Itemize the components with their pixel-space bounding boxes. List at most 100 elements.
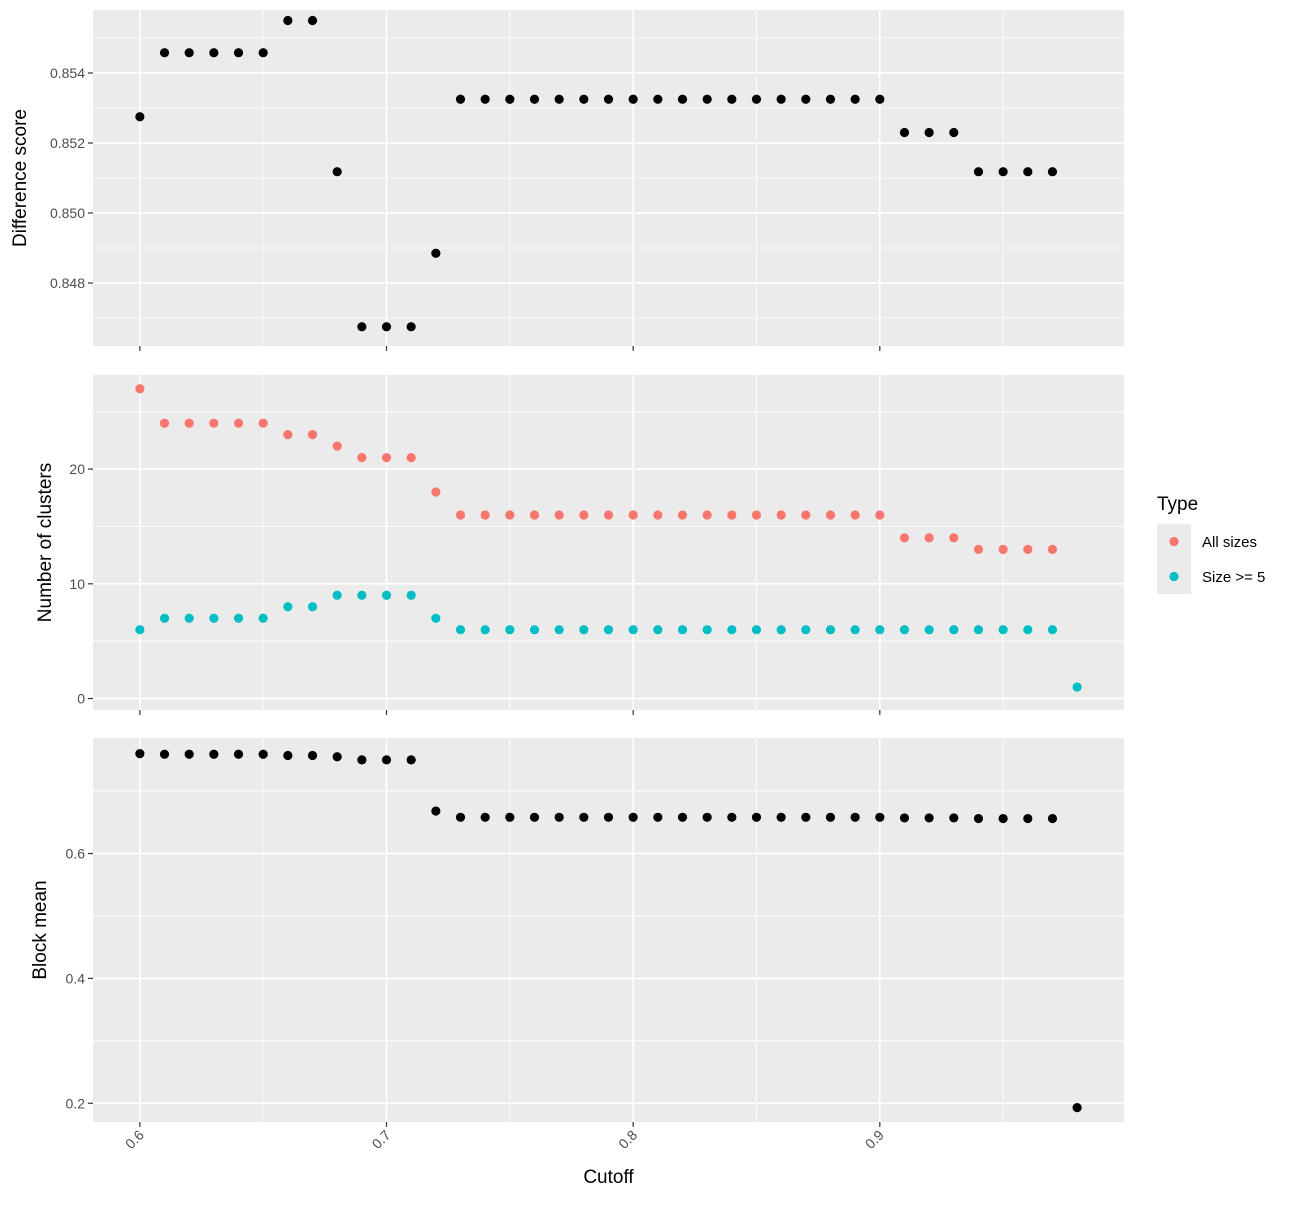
data-point xyxy=(579,510,589,520)
data-point xyxy=(727,625,737,635)
data-point xyxy=(455,812,466,822)
data-point xyxy=(406,755,416,765)
data-point xyxy=(184,613,194,623)
data-point xyxy=(431,806,441,816)
data-point xyxy=(258,48,268,58)
data-point xyxy=(455,625,466,635)
data-point xyxy=(751,510,762,520)
data-point xyxy=(258,749,268,759)
legend: Type All sizes Size >= 5 xyxy=(1157,494,1265,594)
data-point xyxy=(628,94,638,104)
data-point xyxy=(381,590,392,600)
data-point xyxy=(480,94,490,104)
data-point xyxy=(505,812,515,822)
data-point xyxy=(751,625,762,635)
data-point xyxy=(949,533,959,543)
data-point xyxy=(998,544,1008,554)
data-point xyxy=(357,590,367,600)
data-point xyxy=(949,813,959,823)
data-point xyxy=(159,749,170,759)
y-tick-label: 10 xyxy=(69,576,85,592)
data-point xyxy=(431,487,441,497)
data-point xyxy=(184,749,194,759)
data-point xyxy=(406,322,416,332)
data-point xyxy=(307,602,318,612)
data-point xyxy=(480,510,490,520)
data-point xyxy=(677,625,688,635)
facet-panel-3: 0.2 0.4 0.6 Block mean xyxy=(30,738,1124,1127)
data-point xyxy=(973,544,984,554)
data-point xyxy=(1023,167,1033,177)
data-point xyxy=(332,590,342,600)
data-point xyxy=(677,812,688,822)
data-point xyxy=(628,625,638,635)
y-tick-label: 0.6 xyxy=(66,846,86,862)
data-point xyxy=(653,625,663,635)
data-point xyxy=(850,812,860,822)
data-point xyxy=(850,625,860,635)
data-point xyxy=(1023,625,1033,635)
data-point xyxy=(233,613,244,623)
data-point xyxy=(801,94,811,104)
data-point xyxy=(258,613,268,623)
data-point xyxy=(850,94,860,104)
data-point xyxy=(332,167,342,177)
data-point xyxy=(381,453,392,463)
data-point xyxy=(825,812,836,822)
data-point xyxy=(505,625,515,635)
data-point xyxy=(159,48,170,58)
data-point xyxy=(209,749,219,759)
data-point xyxy=(973,625,984,635)
data-point xyxy=(998,625,1008,635)
legend-key-point xyxy=(1169,571,1179,582)
data-point xyxy=(727,812,737,822)
data-point xyxy=(529,94,540,104)
data-point xyxy=(727,94,737,104)
data-point xyxy=(159,418,170,428)
data-point xyxy=(825,510,836,520)
data-point xyxy=(751,94,762,104)
data-point xyxy=(875,625,885,635)
data-point xyxy=(579,625,589,635)
y-tick-label: 0.854 xyxy=(50,65,85,81)
y-tick-label: 0.852 xyxy=(50,135,85,151)
y-tick-label: 0.2 xyxy=(66,1095,86,1111)
data-point xyxy=(776,94,786,104)
data-point xyxy=(406,453,416,463)
data-point xyxy=(653,812,663,822)
x-tick-label: 0.7 xyxy=(369,1127,394,1152)
data-point xyxy=(628,812,638,822)
data-point xyxy=(1072,1103,1082,1113)
data-point xyxy=(776,812,786,822)
data-point xyxy=(332,441,342,451)
data-point xyxy=(875,510,885,520)
x-tick-label: 0.9 xyxy=(862,1127,887,1152)
data-point xyxy=(283,15,293,26)
x-axis-title: Cutoff xyxy=(583,1167,634,1188)
x-tick-label: 0.6 xyxy=(122,1127,147,1152)
data-point xyxy=(603,94,614,104)
data-point xyxy=(653,510,663,520)
data-point xyxy=(702,812,712,822)
data-point xyxy=(554,94,564,104)
data-point xyxy=(357,755,367,765)
data-point xyxy=(554,510,564,520)
data-point xyxy=(209,48,219,58)
data-point xyxy=(579,94,589,104)
data-point xyxy=(603,625,614,635)
data-point xyxy=(1047,625,1058,635)
y-axis-title: Number of clusters xyxy=(35,463,56,622)
data-point xyxy=(529,625,540,635)
data-point xyxy=(406,590,416,600)
data-point xyxy=(135,384,145,394)
legend-label: All sizes xyxy=(1202,534,1257,551)
data-point xyxy=(431,613,441,623)
data-point xyxy=(184,418,194,428)
data-point xyxy=(825,625,836,635)
data-point xyxy=(505,94,515,104)
data-point xyxy=(135,625,145,635)
data-point xyxy=(381,755,392,765)
data-point xyxy=(949,625,959,635)
data-point xyxy=(159,613,170,623)
facet-panel-2: 0 10 20 Number of clusters xyxy=(35,375,1124,715)
